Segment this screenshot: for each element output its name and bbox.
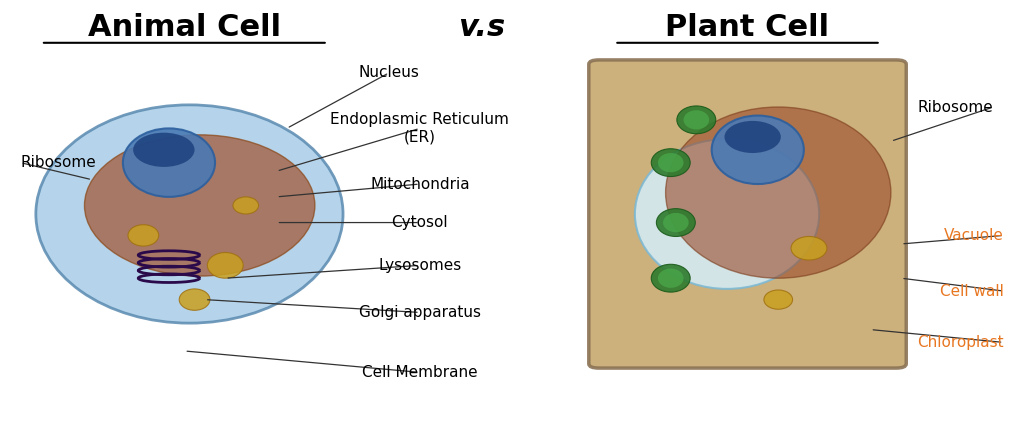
Text: Lysosomes: Lysosomes	[378, 258, 462, 273]
Text: Cytosol: Cytosol	[391, 215, 449, 230]
Text: Cell wall: Cell wall	[940, 283, 1004, 299]
Text: Endoplasmic Reticulum
(ER): Endoplasmic Reticulum (ER)	[331, 112, 509, 145]
Ellipse shape	[123, 128, 215, 197]
Ellipse shape	[128, 225, 159, 246]
Ellipse shape	[232, 197, 258, 214]
Text: Ribosome: Ribosome	[20, 155, 96, 170]
Text: Cell Membrane: Cell Membrane	[362, 365, 477, 380]
Text: v.s: v.s	[458, 13, 505, 42]
Ellipse shape	[664, 213, 688, 232]
Ellipse shape	[712, 116, 804, 184]
Ellipse shape	[85, 135, 315, 276]
FancyBboxPatch shape	[589, 60, 906, 368]
Ellipse shape	[764, 290, 793, 309]
Ellipse shape	[684, 110, 709, 130]
Text: Plant Cell: Plant Cell	[666, 13, 829, 42]
Text: Animal Cell: Animal Cell	[88, 13, 281, 42]
Ellipse shape	[635, 139, 819, 289]
Text: Nucleus: Nucleus	[358, 65, 420, 80]
Ellipse shape	[658, 269, 684, 288]
Ellipse shape	[725, 121, 780, 153]
Ellipse shape	[133, 133, 195, 167]
Ellipse shape	[651, 265, 690, 292]
Ellipse shape	[36, 105, 343, 323]
Ellipse shape	[656, 209, 695, 236]
Text: Vacuole: Vacuole	[944, 228, 1004, 243]
Ellipse shape	[658, 153, 684, 172]
Text: Chloroplast: Chloroplast	[916, 335, 1004, 350]
Ellipse shape	[677, 106, 716, 134]
Text: Ribosome: Ribosome	[918, 99, 993, 115]
Ellipse shape	[179, 289, 210, 310]
Ellipse shape	[666, 107, 891, 278]
Ellipse shape	[792, 236, 827, 260]
Ellipse shape	[651, 149, 690, 176]
Ellipse shape	[207, 253, 244, 278]
Text: Golgi apparatus: Golgi apparatus	[358, 305, 481, 320]
Text: Mitochondria: Mitochondria	[370, 176, 470, 192]
